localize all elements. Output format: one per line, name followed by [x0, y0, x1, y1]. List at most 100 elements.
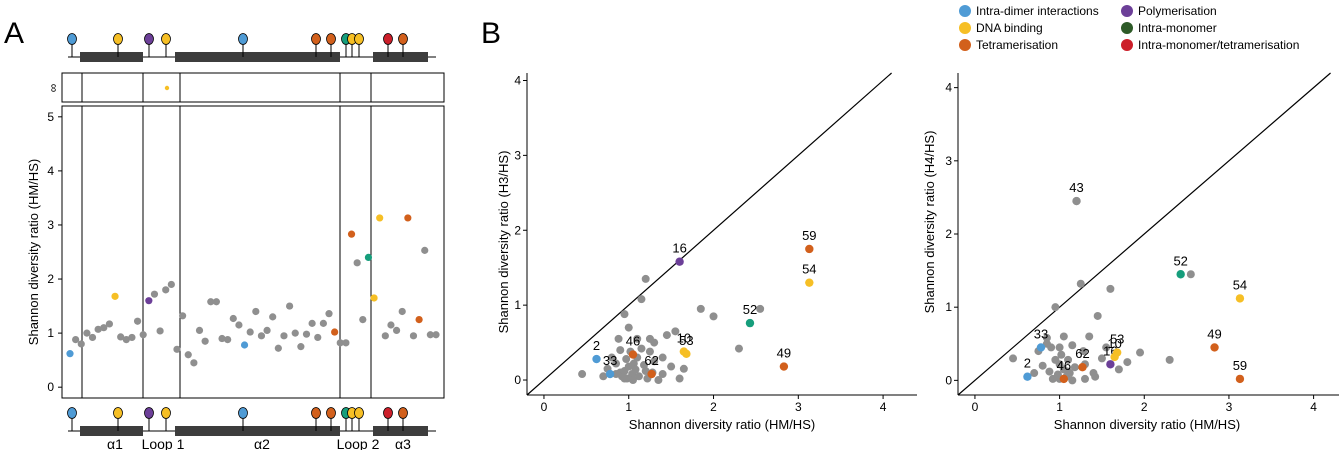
residue-point	[353, 259, 361, 267]
x-tick-label: 2	[710, 400, 717, 414]
data-point	[1076, 279, 1085, 288]
x-tick-label: 1	[625, 400, 632, 414]
domain-dividers	[81, 73, 372, 398]
residue-point	[280, 332, 288, 340]
data-point	[1081, 374, 1089, 383]
residue-point	[297, 343, 305, 351]
residue-point	[100, 324, 108, 332]
plot-b1-y-label: Shannon diversity ratio (H3/HS)	[496, 151, 511, 334]
y-tick-label: 0	[514, 373, 521, 387]
plot-a-points	[66, 85, 440, 367]
data-point	[1042, 339, 1051, 348]
residue-point	[179, 312, 187, 320]
residue-point	[77, 340, 85, 348]
lollipop-head	[398, 407, 408, 419]
helix-bar	[373, 426, 428, 436]
lollipop-head	[238, 33, 248, 45]
residue-point	[381, 332, 389, 340]
residue-point	[212, 298, 220, 306]
data-point	[1070, 363, 1079, 372]
residue-point	[111, 292, 119, 300]
residue-point	[404, 214, 412, 222]
residue-point	[105, 320, 114, 328]
secondary-structure-bottom	[67, 407, 436, 436]
lollipop-head	[113, 407, 123, 419]
legend-label-intra-dimer: Intra-dimer interactions	[976, 4, 1099, 18]
data-point	[645, 334, 654, 343]
plot-b2-x-label: Shannon diversity ratio (HM/HS)	[1054, 417, 1240, 432]
data-point	[658, 353, 667, 362]
data-point	[1136, 348, 1145, 357]
point-label: 46	[1057, 358, 1071, 373]
lollipop-head	[311, 407, 321, 419]
data-point	[1051, 303, 1060, 312]
lollipop-head	[67, 407, 77, 419]
data-point	[631, 365, 640, 374]
residue-point	[145, 297, 153, 305]
panel-label-b: B	[481, 17, 501, 50]
data-point	[629, 359, 638, 368]
highlight-point	[1176, 270, 1185, 279]
legend: Intra-dimer interactions DNA binding Tet…	[959, 4, 1299, 52]
legend-swatch-polymerisation	[1121, 5, 1133, 17]
highlight-point	[805, 244, 814, 254]
point-label: 49	[1207, 326, 1221, 341]
data-point	[1085, 332, 1094, 341]
helix-bar	[80, 426, 143, 436]
residue-point	[325, 310, 333, 318]
data-point	[1093, 311, 1102, 320]
highlight-point	[805, 278, 814, 287]
residue-point	[398, 307, 406, 316]
lollipop-head	[311, 33, 321, 45]
x-tick-label: 0	[541, 400, 548, 414]
residue-point	[342, 339, 350, 347]
point-label: 2	[593, 338, 600, 353]
data-point	[645, 347, 654, 356]
panel-label-a: A	[4, 17, 24, 50]
highlight-point	[745, 318, 755, 328]
residue-point	[224, 336, 232, 344]
lollipop-head	[113, 33, 123, 45]
point-label: 10	[1107, 336, 1121, 351]
diagonal-line	[526, 72, 892, 396]
plot-a-y-label: Shannon diversity ratio (HM/HS)	[26, 159, 41, 345]
data-point	[662, 331, 671, 340]
highlight-point	[1106, 360, 1115, 369]
highlight-point	[1110, 352, 1119, 362]
x-tick-label: 3	[795, 400, 802, 414]
highlight-point	[628, 350, 638, 359]
lollipop-head	[67, 33, 77, 45]
helix-bar	[80, 52, 143, 62]
residue-point	[252, 307, 260, 316]
y-tick-label: 1	[514, 298, 521, 312]
data-point	[637, 295, 646, 304]
residue-point	[364, 253, 373, 262]
residue-point	[207, 298, 215, 306]
residue-point	[184, 351, 192, 359]
residue-point	[291, 329, 299, 337]
residue-point	[308, 319, 316, 327]
y-tick-label: 1	[945, 300, 952, 314]
residue-point	[314, 333, 322, 342]
data-point	[1068, 341, 1077, 350]
residue-point	[376, 214, 384, 222]
x-tick-label: 2	[1141, 400, 1148, 414]
residue-point	[150, 290, 159, 298]
x-tick-label: 3	[1226, 400, 1233, 414]
domain-label-loop1: Loop 1	[142, 436, 185, 450]
point-label: 53	[1110, 332, 1124, 347]
data-point	[1114, 365, 1123, 374]
lollipop-head	[398, 33, 408, 45]
data-point	[667, 362, 676, 371]
data-point	[1064, 355, 1073, 364]
residue-point	[94, 325, 102, 333]
residue-point	[83, 329, 91, 337]
lollipop-head	[161, 33, 171, 45]
data-point	[1106, 284, 1115, 293]
y-tick-label: 2	[47, 272, 54, 286]
domain-label-a2: α2	[254, 436, 270, 450]
lollipop-head	[383, 407, 393, 419]
legend-label-intra-monomer-tetra: Intra-monomer/tetramerisation	[1138, 38, 1299, 52]
legend-label-intra-monomer: Intra-monomer	[1138, 21, 1217, 35]
data-point	[1059, 332, 1068, 341]
